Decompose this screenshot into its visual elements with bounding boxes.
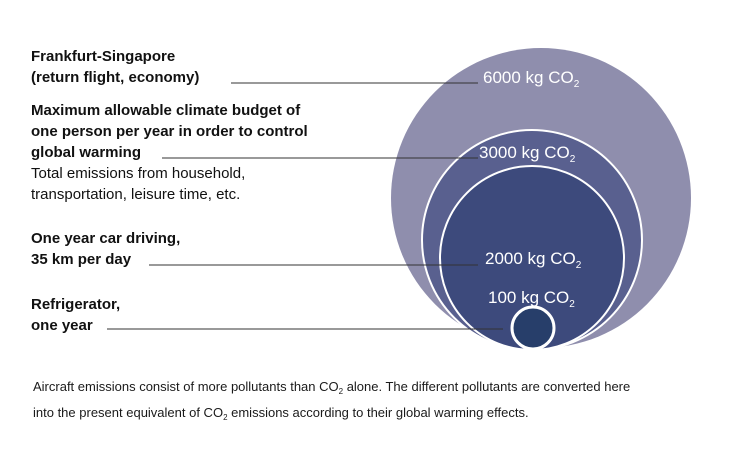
label-flight-title-2: (return flight, economy) [31, 69, 200, 86]
label-budget-title-1: Maximum allowable climate budget of [31, 102, 301, 119]
footnote-line-1: Aircraft emissions consist of more pollu… [33, 379, 631, 396]
value-car-driving: 2000 kg CO2 [485, 249, 582, 271]
label-budget-desc-1: Total emissions from household, [31, 165, 246, 182]
value-climate-budget: 3000 kg CO2 [479, 143, 576, 165]
value-flight: 6000 kg CO2 [483, 68, 580, 90]
label-budget-desc-2: transportation, leisure time, etc. [31, 186, 241, 203]
label-fridge-title-2: one year [31, 317, 93, 334]
label-car-title-1: One year car driving, [31, 230, 181, 247]
label-budget-title-2: one person per year in order to control [31, 123, 308, 140]
value-refrigerator: 100 kg CO2 [488, 288, 575, 310]
label-car-driving: One year car driving, 35 km per day [31, 228, 180, 270]
label-budget-title-3: global warming [31, 144, 142, 161]
label-refrigerator: Refrigerator, one year [31, 294, 120, 336]
footnote: Aircraft emissions consist of more pollu… [33, 376, 733, 428]
label-flight: Frankfurt-Singapore (return flight, econ… [31, 46, 199, 88]
label-car-title-2: 35 km per day [31, 251, 132, 268]
label-flight-title-1: Frankfurt-Singapore [31, 48, 176, 65]
label-climate-budget: Maximum allowable climate budget of one … [31, 100, 308, 205]
label-fridge-title-1: Refrigerator, [31, 296, 121, 313]
footnote-line-2: into the present equivalent of CO2 emiss… [33, 405, 529, 422]
circle-refrigerator [510, 305, 556, 351]
